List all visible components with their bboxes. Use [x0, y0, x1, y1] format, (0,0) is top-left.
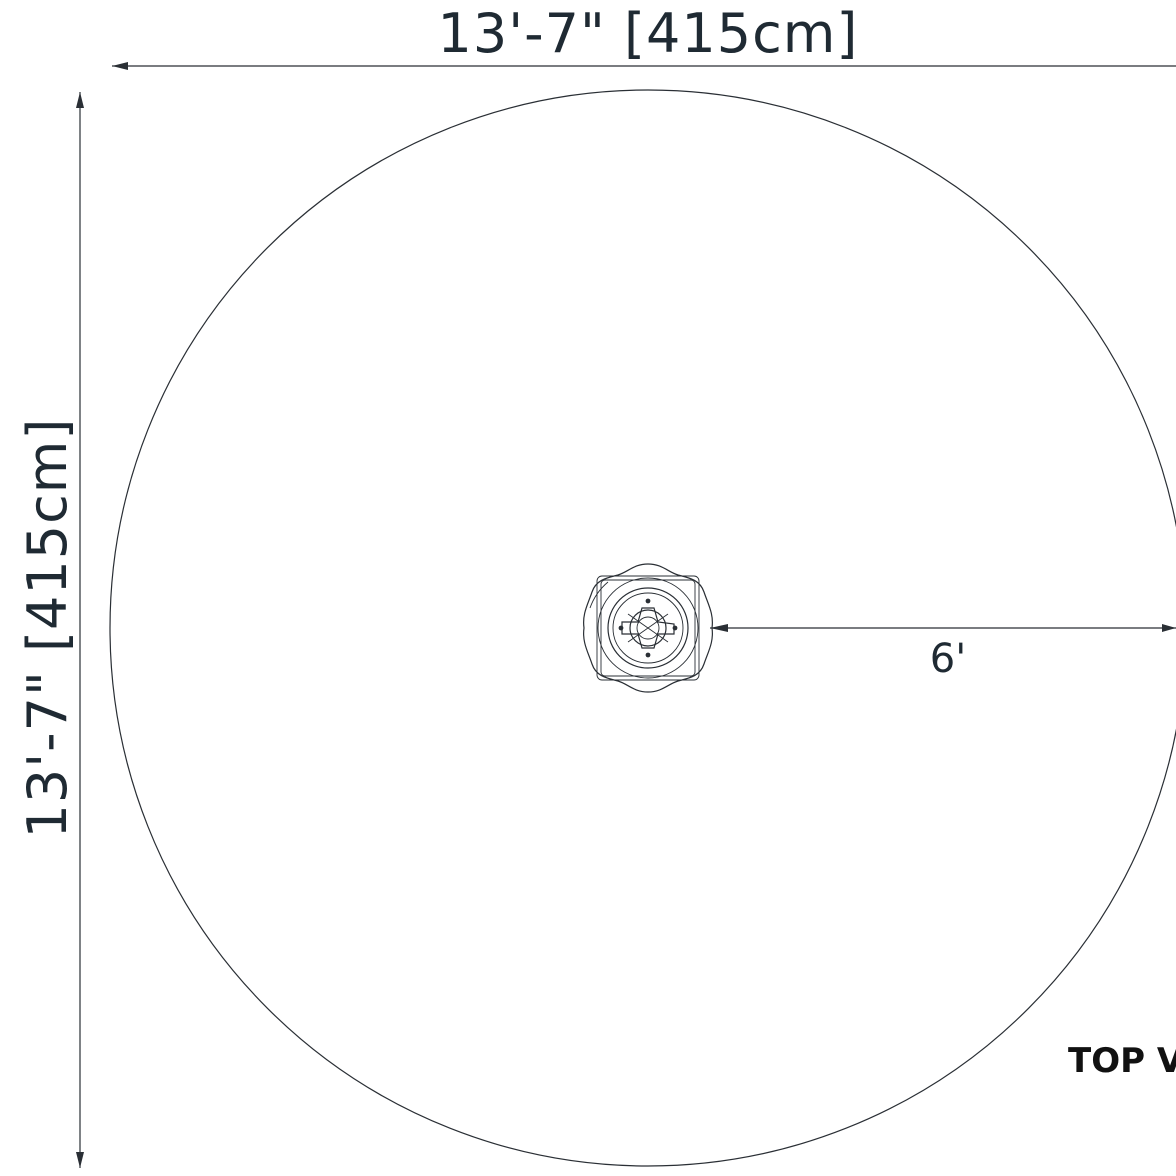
spinner-fixture-icon — [583, 563, 713, 693]
radius-dimension-label: 6' — [930, 636, 966, 682]
width-dimension: 13'-7" [415cm] — [112, 2, 1176, 70]
width-dimension-label: 13'-7" [415cm] — [438, 2, 859, 65]
height-dimension-label: 13'-7" [415cm] — [16, 418, 79, 839]
view-title: TOP V — [1068, 1041, 1176, 1081]
height-dimension: 13'-7" [415cm] — [16, 92, 84, 1168]
radius-dimension: 6' — [710, 624, 1176, 682]
safety-zone-circle — [109, 89, 1176, 1167]
